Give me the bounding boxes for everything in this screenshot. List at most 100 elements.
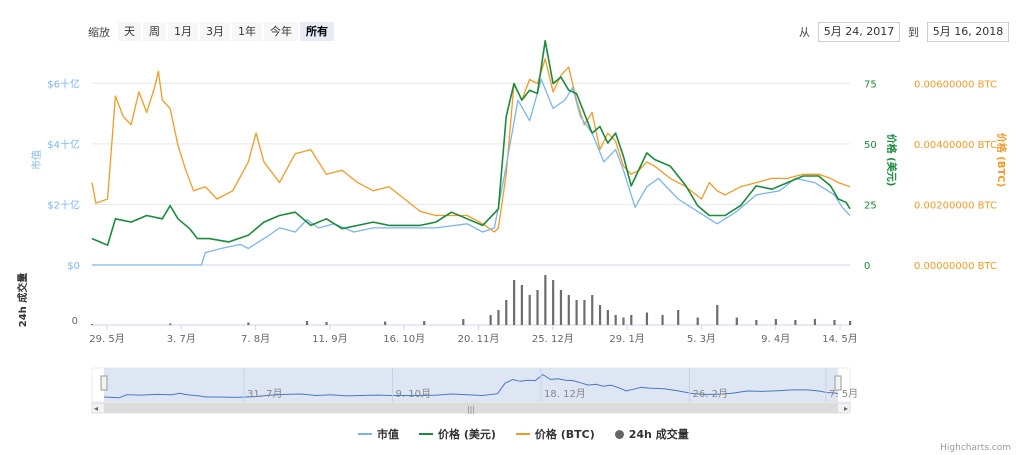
legend-label-volume: 24h 成交量 <box>628 428 689 441</box>
zoom-button-week[interactable]: 周 <box>143 22 166 41</box>
legend-label-btc: 价格 (BTC) <box>534 428 595 441</box>
volume-bar <box>606 310 609 325</box>
scrollbar-left-arrow-icon: ◂ <box>94 404 98 413</box>
volume-bar <box>552 280 555 325</box>
volume-bar <box>614 315 617 325</box>
series-line-usd <box>91 40 851 246</box>
zoom-button-all[interactable]: 所有 <box>300 22 334 41</box>
volume-bar <box>325 322 328 325</box>
zoom-button-day[interactable]: 天 <box>118 22 141 41</box>
scrollbar-right-arrow-icon: ▸ <box>844 404 848 413</box>
volume-bar <box>462 319 465 325</box>
volume-bar <box>536 290 539 325</box>
legend-dot-volume <box>614 429 624 439</box>
volume-bar <box>696 317 699 325</box>
navigator-tick-label: 18. 12月 <box>544 388 586 400</box>
volume-bar <box>598 305 602 325</box>
volume-bar <box>677 310 680 325</box>
volume-bar <box>575 300 578 325</box>
navigator-selection <box>104 368 838 402</box>
volume-bar <box>91 324 94 325</box>
y-btc-tick-label: 0.00600000 BTC <box>914 79 997 90</box>
legend-item-volume[interactable]: 24h 成交量 <box>614 426 689 442</box>
volume-bar <box>559 290 563 325</box>
volume-bar <box>755 320 758 325</box>
legend-label-mcap: 市值 <box>377 428 399 441</box>
scrollbar-grip-icon: ||| <box>467 405 475 414</box>
x-tick-label: 25. 12月 <box>532 333 574 345</box>
x-tick-label: 14. 5月 <box>822 333 857 345</box>
x-tick-label: 29. 1月 <box>609 333 644 345</box>
y-usd-tick-label: 75 <box>864 79 877 90</box>
x-tick-label: 9. 4月 <box>761 333 790 345</box>
legend-swatch-btc <box>515 433 530 435</box>
volume-bar <box>528 295 531 325</box>
highcharts-credits[interactable]: Highcharts.com <box>940 443 1011 453</box>
legend-item-mcap[interactable]: 市值 <box>358 426 399 442</box>
y-left-tick-label: $2十亿 <box>47 198 80 211</box>
volume-bar <box>774 319 777 325</box>
volume-bar <box>567 295 570 325</box>
volume-bar <box>512 280 516 325</box>
date-range: 从 5月 24, 2017 到 5月 16, 2018 <box>799 22 1009 42</box>
y-usd-tick-label: 50 <box>864 140 877 151</box>
y-btc-tick-label: 0.00400000 BTC <box>914 140 997 151</box>
volume-bar <box>622 317 625 325</box>
navigator-tick-label: 31. 7月 <box>247 388 282 400</box>
navigator-tick-label: 9. 10月 <box>396 388 431 400</box>
x-tick-label: 3. 7月 <box>167 333 196 345</box>
legend-item-btc[interactable]: 价格 (BTC) <box>515 426 595 442</box>
volume-bar <box>169 323 172 325</box>
navigator-series-line <box>103 373 839 399</box>
zoom-button-ytd[interactable]: 今年 <box>264 22 298 41</box>
range-to-input[interactable]: 5月 16, 2018 <box>927 22 1009 42</box>
navigator-handle-right[interactable] <box>834 375 842 391</box>
zoom-label: 缩放 <box>88 25 110 39</box>
volume-bar <box>384 321 387 325</box>
x-tick-label: 16. 10月 <box>383 333 425 345</box>
legend-item-usd[interactable]: 价格 (美元) <box>419 426 496 442</box>
zoom-button-3months[interactable]: 3月 <box>200 22 230 41</box>
y-usd-axis-title: 价格 (美元) <box>885 134 898 187</box>
navigator-handle-left[interactable] <box>100 375 108 391</box>
volume-bar <box>645 312 649 325</box>
legend-label-usd: 价格 (美元) <box>438 428 496 441</box>
legend-swatch-usd <box>419 433 433 435</box>
volume-bar <box>813 319 817 325</box>
y-left-tick-label: $6十亿 <box>47 77 80 90</box>
scrollbar-thumb[interactable] <box>104 403 838 413</box>
range-to-label: 到 <box>908 26 919 39</box>
volume-tick-label: 0 <box>72 316 78 327</box>
range-from-input[interactable]: 5月 24, 2017 <box>818 22 900 42</box>
y-btc-axis-title: 价格 (BTC) <box>995 133 1008 187</box>
volume-bar <box>505 300 508 325</box>
volume-bar <box>489 315 492 325</box>
volume-bar <box>735 317 738 325</box>
legend-swatch-mcap <box>358 433 372 435</box>
x-tick-label: 7. 8月 <box>241 333 270 345</box>
volume-axis-title: 24h 成交量 <box>16 273 29 328</box>
series-line-mcap <box>92 78 851 266</box>
y-btc-tick-label: 0.00000000 BTC <box>914 261 997 272</box>
y-usd-tick-label: 0 <box>864 261 870 272</box>
volume-bar <box>716 305 719 325</box>
volume-bar <box>544 275 547 325</box>
y-left-tick-label: $0 <box>67 261 80 272</box>
y-left-axis-title: 市值 <box>30 150 43 170</box>
series-line-btc <box>91 58 851 233</box>
volume-bar <box>794 320 797 325</box>
x-tick-label: 5. 3月 <box>687 333 716 345</box>
volume-bar <box>630 315 633 325</box>
x-tick-label: 11. 9月 <box>312 333 347 345</box>
y-left-tick-label: $4十亿 <box>47 138 80 151</box>
range-from-label: 从 <box>799 26 810 39</box>
zoom-bar: 缩放 天 周 1月 3月 1年 今年 所有 <box>88 22 334 41</box>
chart-legend: 市值 价格 (美元) 价格 (BTC) 24h 成交量 <box>358 426 689 442</box>
zoom-button-1month[interactable]: 1月 <box>168 22 198 41</box>
zoom-button-1year[interactable]: 1年 <box>232 22 262 41</box>
volume-bar <box>583 300 586 325</box>
volume-bar <box>247 322 250 325</box>
navigator-tick-label: 26. 2月 <box>693 388 728 400</box>
y-usd-tick-label: 25 <box>864 200 877 211</box>
